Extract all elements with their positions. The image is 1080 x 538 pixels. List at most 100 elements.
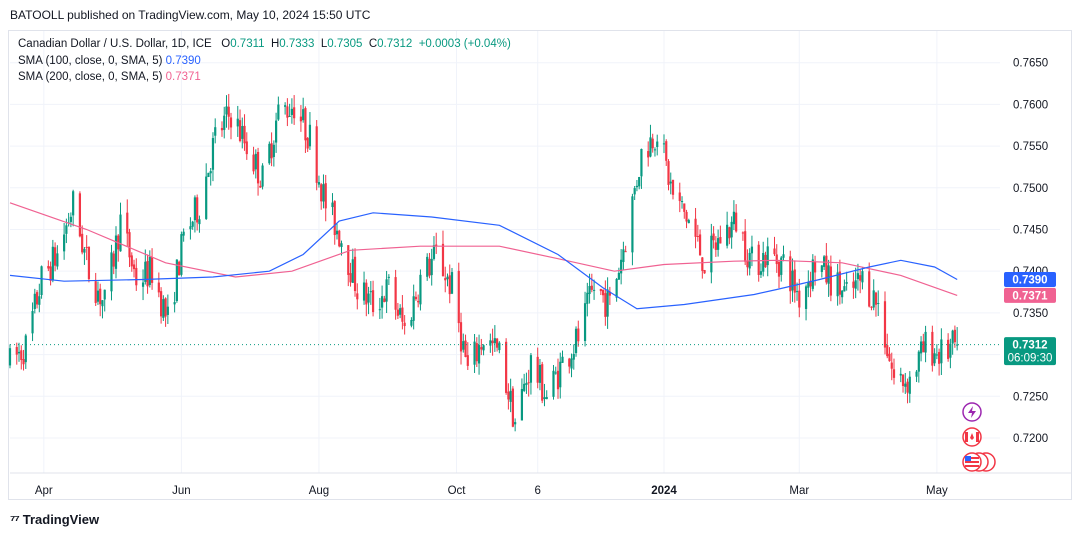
candle-body [54, 247, 57, 266]
y-tick-label: 0.7350 [1013, 308, 1048, 320]
candle-body [8, 348, 12, 366]
candle [135, 258, 138, 291]
candle [744, 219, 747, 266]
candle-body [399, 308, 402, 315]
candle [40, 265, 43, 299]
candle [511, 386, 514, 428]
candle [656, 134, 659, 156]
candle [275, 112, 278, 153]
candle-body [680, 201, 684, 203]
candle [261, 163, 264, 190]
sma100-line [9, 212, 958, 310]
candle-body [432, 245, 436, 259]
candle [110, 244, 113, 301]
last-price-badge-text: 0.7312 [1012, 340, 1047, 352]
y-tick-label: 0.7200 [1013, 433, 1048, 445]
us-flag-icon [962, 452, 982, 472]
candle-body [777, 261, 781, 277]
candle [498, 341, 501, 354]
candle [793, 260, 796, 303]
candle-body [412, 296, 415, 321]
candle-body [606, 289, 609, 317]
candle-body [904, 383, 907, 387]
candle [403, 315, 406, 335]
candle-body [782, 254, 785, 258]
candle-body [741, 232, 745, 234]
candle-body [541, 364, 544, 401]
candle-body [114, 235, 118, 269]
candle [696, 224, 699, 242]
candle-body [205, 176, 208, 219]
candle [809, 271, 812, 298]
candle-body [536, 356, 539, 383]
candle [759, 263, 763, 279]
candle-body [568, 358, 571, 367]
candle-body [694, 218, 697, 237]
high-value: 0.7333 [279, 38, 315, 50]
candle [189, 217, 192, 240]
candle-body [369, 291, 372, 293]
candle-body [583, 303, 587, 341]
legend-symbol-row[interactable]: Canadian Dollar / U.S. Dollar, 1D, ICE O… [18, 38, 511, 50]
candle-body [574, 328, 578, 354]
candle-body [570, 358, 573, 369]
candle-body [126, 212, 129, 234]
candle [888, 347, 891, 362]
candle-body [653, 149, 657, 151]
candle-body [362, 282, 366, 301]
candle-body [789, 256, 792, 292]
candle-body [112, 253, 115, 267]
legend-sma200-row[interactable]: SMA (200, close, 0, SMA, 5) 0.7371 [18, 69, 511, 86]
candle [241, 117, 244, 149]
candle [886, 333, 889, 359]
flash-event-icon [962, 402, 982, 422]
candle [730, 216, 733, 249]
candle-body [383, 298, 386, 303]
candle-body [349, 273, 352, 283]
candle [836, 264, 839, 306]
candle [96, 281, 100, 305]
candle-body [730, 221, 733, 238]
candle-body [63, 234, 66, 252]
candle-body [198, 219, 201, 225]
candle-body [148, 256, 151, 285]
candle [144, 249, 147, 285]
candle [284, 102, 287, 115]
candle-body [338, 230, 341, 247]
candle [146, 254, 149, 294]
candle-body [119, 214, 122, 252]
candle-body [545, 397, 548, 400]
candle [915, 369, 918, 383]
candle [651, 133, 654, 153]
candle-body [324, 183, 327, 209]
candle-body [414, 296, 418, 300]
candle [505, 338, 508, 395]
candle-body [135, 267, 138, 286]
candle [229, 112, 233, 140]
candle-body [820, 265, 823, 272]
candle [757, 241, 760, 282]
tradingview-logo[interactable]: ⁷⁷ TradingView [10, 512, 99, 527]
candle-body [322, 184, 325, 202]
candle [951, 329, 954, 355]
candle [541, 361, 544, 404]
sma100-label: SMA (100, close, 0, SMA, 5) [18, 54, 163, 67]
legend-sma100-row[interactable]: SMA (100, close, 0, SMA, 5) 0.7390 [18, 53, 511, 70]
candle-body [103, 289, 106, 300]
candle-body [746, 261, 749, 268]
candle-body [69, 216, 72, 222]
candle-body [209, 171, 212, 174]
candle [103, 289, 106, 312]
candle-body [146, 260, 149, 287]
candle [126, 199, 129, 247]
candle [448, 264, 451, 304]
candle-body [703, 270, 706, 274]
candle-body [811, 259, 814, 289]
candle [432, 236, 436, 261]
candle [417, 294, 420, 308]
candle [493, 325, 496, 352]
candle [130, 252, 133, 272]
candle [777, 260, 781, 289]
